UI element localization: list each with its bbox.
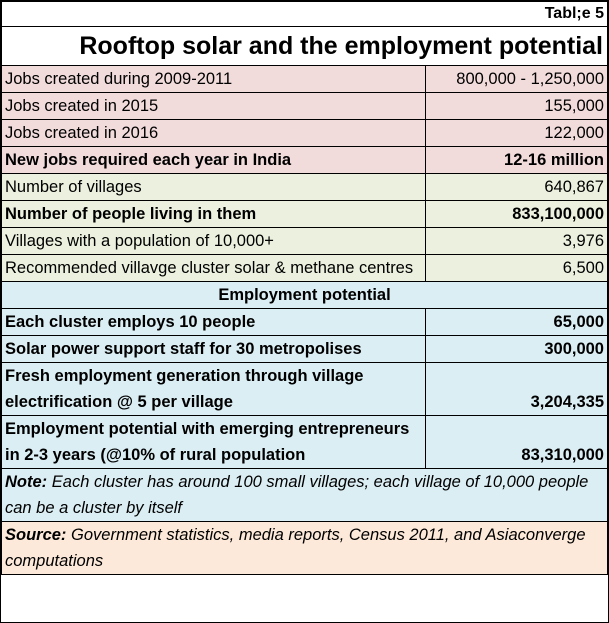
row-label: Fresh employment generation through vill… <box>0 362 427 416</box>
row-label: Jobs created during 2009-2011 <box>0 65 427 93</box>
row-value: 3,204,335 <box>425 362 608 416</box>
note-cell: Note: Each cluster has around 100 small … <box>1 468 608 522</box>
table-row: Recommended villavge cluster solar & met… <box>0 254 608 282</box>
row-value: 155,000 <box>425 92 608 120</box>
row-label: New jobs required each year in India <box>0 146 427 174</box>
data-table: Tabl;e 5 Rooftop solar and the employmen… <box>0 1 608 575</box>
source-cell: Source: Government statistics, media rep… <box>1 521 608 575</box>
row-value: 3,976 <box>425 227 608 255</box>
table-row: Number of people living in them 833,100,… <box>0 200 608 228</box>
table-row: Employment potential with emerging entre… <box>0 415 608 469</box>
row-value: 83,310,000 <box>425 415 608 469</box>
row-label: Jobs created in 2016 <box>0 119 427 147</box>
title-row: Rooftop solar and the employment potenti… <box>1 26 608 66</box>
row-label: Number of villages <box>0 173 427 201</box>
row-value: 640,867 <box>425 173 608 201</box>
table-row: Each cluster employs 10 people 65,000 <box>0 308 608 336</box>
row-label: Recommended villavge cluster solar & met… <box>0 254 427 282</box>
source-row: Source: Government statistics, media rep… <box>1 521 608 575</box>
table-tag-row: Tabl;e 5 <box>1 1 608 27</box>
table-title: Rooftop solar and the employment potenti… <box>1 26 608 66</box>
row-value: 300,000 <box>425 335 608 363</box>
row-label: Employment potential with emerging entre… <box>0 415 427 469</box>
row-label: Villages with a population of 10,000+ <box>0 227 427 255</box>
table-tag: Tabl;e 5 <box>1 1 608 27</box>
row-label: Number of people living in them <box>0 200 427 228</box>
row-value: 833,100,000 <box>425 200 608 228</box>
table-row: Jobs created during 2009-2011 800,000 - … <box>0 65 608 93</box>
table-row: Jobs created in 2016 122,000 <box>0 119 608 147</box>
row-label: Each cluster employs 10 people <box>0 308 427 336</box>
employment-header: Employment potential <box>1 281 608 309</box>
source-label: Source: <box>5 526 67 544</box>
table-row: Villages with a population of 10,000+ 3,… <box>0 227 608 255</box>
table-row: Number of villages 640,867 <box>0 173 608 201</box>
row-value: 800,000 - 1,250,000 <box>425 65 608 93</box>
row-value: 122,000 <box>425 119 608 147</box>
table-row: Solar power support staff for 30 metropo… <box>0 335 608 363</box>
note-label: Note: <box>5 473 48 491</box>
row-label: Jobs created in 2015 <box>0 92 427 120</box>
source-text: Government statistics, media reports, Ce… <box>5 526 586 570</box>
employment-header-row: Employment potential <box>1 281 608 309</box>
row-value: 12-16 million <box>425 146 608 174</box>
row-value: 65,000 <box>425 308 608 336</box>
note-text: Each cluster has around 100 small villag… <box>5 473 589 517</box>
row-label: Solar power support staff for 30 metropo… <box>0 335 427 363</box>
table-row: Jobs created in 2015 155,000 <box>0 92 608 120</box>
note-row: Note: Each cluster has around 100 small … <box>1 468 608 522</box>
table-row: New jobs required each year in India 12-… <box>0 146 608 174</box>
row-value: 6,500 <box>425 254 608 282</box>
table-row: Fresh employment generation through vill… <box>0 362 608 416</box>
